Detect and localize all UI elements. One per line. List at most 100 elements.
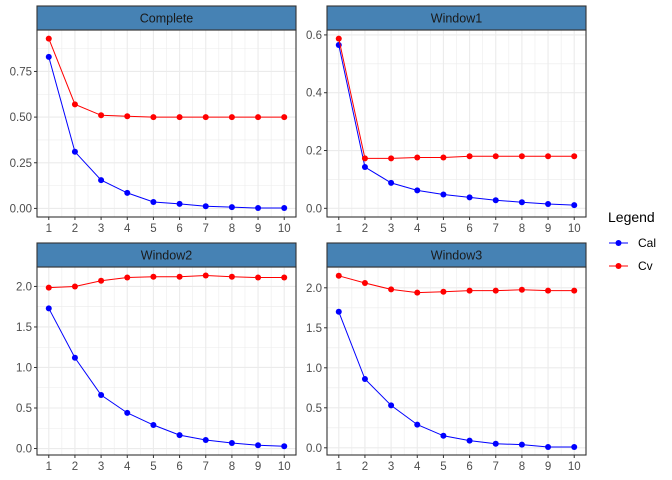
x-tick-label: 8 <box>519 223 525 235</box>
x-tick-label: 4 <box>414 223 421 235</box>
data-point-cal <box>545 444 552 450</box>
y-tick-label: 0.4 <box>306 88 323 100</box>
y-tick-label: 1.0 <box>306 363 322 375</box>
y-tick-label: 2.0 <box>16 281 32 293</box>
data-point-cv <box>228 273 235 280</box>
data-point-cv <box>45 35 52 42</box>
data-point-cal <box>440 432 447 439</box>
x-tick-label: 2 <box>72 223 78 235</box>
y-tick-label: 0.00 <box>10 203 32 215</box>
data-point-cal <box>518 441 525 448</box>
legend-key-point-cv <box>615 263 622 269</box>
data-point-cal <box>176 432 183 439</box>
data-point-cal <box>202 203 209 210</box>
data-point-cal <box>571 444 578 450</box>
data-point-cal <box>571 202 578 209</box>
x-tick-label: 9 <box>255 461 261 473</box>
data-point-cv <box>545 287 552 294</box>
data-point-cv <box>98 277 105 284</box>
data-point-cv <box>150 114 157 121</box>
series-line-cal <box>338 44 575 206</box>
y-tick-label: 0.5 <box>306 403 322 415</box>
x-tick-label: 1 <box>46 223 52 235</box>
x-tick-label: 5 <box>440 461 446 473</box>
x-tick-label: 10 <box>568 223 581 235</box>
x-tick-label: 8 <box>229 461 235 473</box>
data-point-cv <box>361 155 368 162</box>
facet-title: Complete <box>140 12 194 26</box>
data-point-cv <box>335 35 342 42</box>
series-line-cal <box>48 56 285 209</box>
data-point-cv <box>98 112 105 119</box>
data-point-cv <box>202 114 209 121</box>
x-tick-label: 10 <box>278 223 291 235</box>
x-tick-label: 8 <box>229 223 235 235</box>
data-point-cal <box>71 354 78 361</box>
x-tick-label: 9 <box>545 461 551 473</box>
legend-key-point-cal <box>615 240 622 246</box>
x-tick-label: 1 <box>336 223 342 235</box>
facet-strip <box>326 242 587 268</box>
x-tick-label: 7 <box>203 461 209 473</box>
x-tick-label: 6 <box>466 461 472 473</box>
legend-title: Legend <box>608 209 655 225</box>
facet-complete: 1 2 3 4 5 6 7 8 9 10 0.00 0.25 0.50 0.75 Complete <box>10 5 297 235</box>
data-point-cv <box>124 113 131 120</box>
facet-strip <box>326 5 587 31</box>
data-point-cv <box>124 274 131 281</box>
data-point-cv <box>228 114 235 121</box>
data-point-cal <box>98 177 105 184</box>
x-tick-label: 8 <box>519 461 525 473</box>
data-point-cv <box>176 273 183 280</box>
x-tick-label: 3 <box>388 223 394 235</box>
data-point-cal <box>124 189 131 196</box>
x-tick-label: 10 <box>278 461 291 473</box>
y-tick-label: 0.2 <box>306 146 322 158</box>
x-tick-label: 4 <box>414 461 421 473</box>
series-line-cal <box>48 308 285 447</box>
x-tick-label: 9 <box>545 223 551 235</box>
data-point-cv <box>361 280 368 286</box>
data-point-cv <box>71 101 78 108</box>
data-point-cal <box>202 437 209 444</box>
data-point-cv <box>440 288 447 295</box>
series-line-cv <box>48 275 285 289</box>
data-point-cv <box>571 287 578 294</box>
x-tick-label: 7 <box>493 223 499 235</box>
data-point-cv <box>255 114 262 121</box>
x-tick-label: 5 <box>440 223 446 235</box>
data-point-cv <box>388 286 395 293</box>
x-tick-label: 3 <box>98 223 104 235</box>
data-point-cv <box>388 155 395 162</box>
data-point-cal <box>466 194 473 201</box>
x-tick-label: 5 <box>150 461 156 473</box>
data-point-cal <box>255 205 262 212</box>
series-line-cv <box>338 38 575 159</box>
x-tick-label: 2 <box>72 461 78 473</box>
data-point-cal <box>440 191 447 198</box>
data-point-cal <box>45 53 52 60</box>
series-line-cal <box>338 311 575 448</box>
x-tick-label: 1 <box>46 461 52 473</box>
facet-strip <box>36 242 297 268</box>
data-point-cal <box>45 305 52 312</box>
facet-window3: 1 2 3 4 5 6 7 8 9 10 0.0 0.5 1.0 1.5 2.0 Window3 <box>306 242 587 473</box>
x-tick-label: 7 <box>493 461 499 473</box>
facet-strip <box>36 5 297 31</box>
data-point-cal <box>176 200 183 207</box>
y-tick-label: 1.0 <box>16 362 32 374</box>
facet-title: Window1 <box>431 12 482 26</box>
data-point-cv <box>281 274 288 281</box>
data-point-cal <box>518 199 525 206</box>
data-point-cv <box>71 283 78 290</box>
y-tick-label: 0.0 <box>16 444 32 456</box>
data-point-cv <box>45 284 52 291</box>
data-point-cv <box>202 272 209 279</box>
data-point-cv <box>466 287 473 294</box>
legend: Legend Cal Cv <box>608 209 656 273</box>
facet-title: Window3 <box>431 249 482 263</box>
data-point-cal <box>492 440 499 447</box>
data-point-cal <box>281 205 288 212</box>
